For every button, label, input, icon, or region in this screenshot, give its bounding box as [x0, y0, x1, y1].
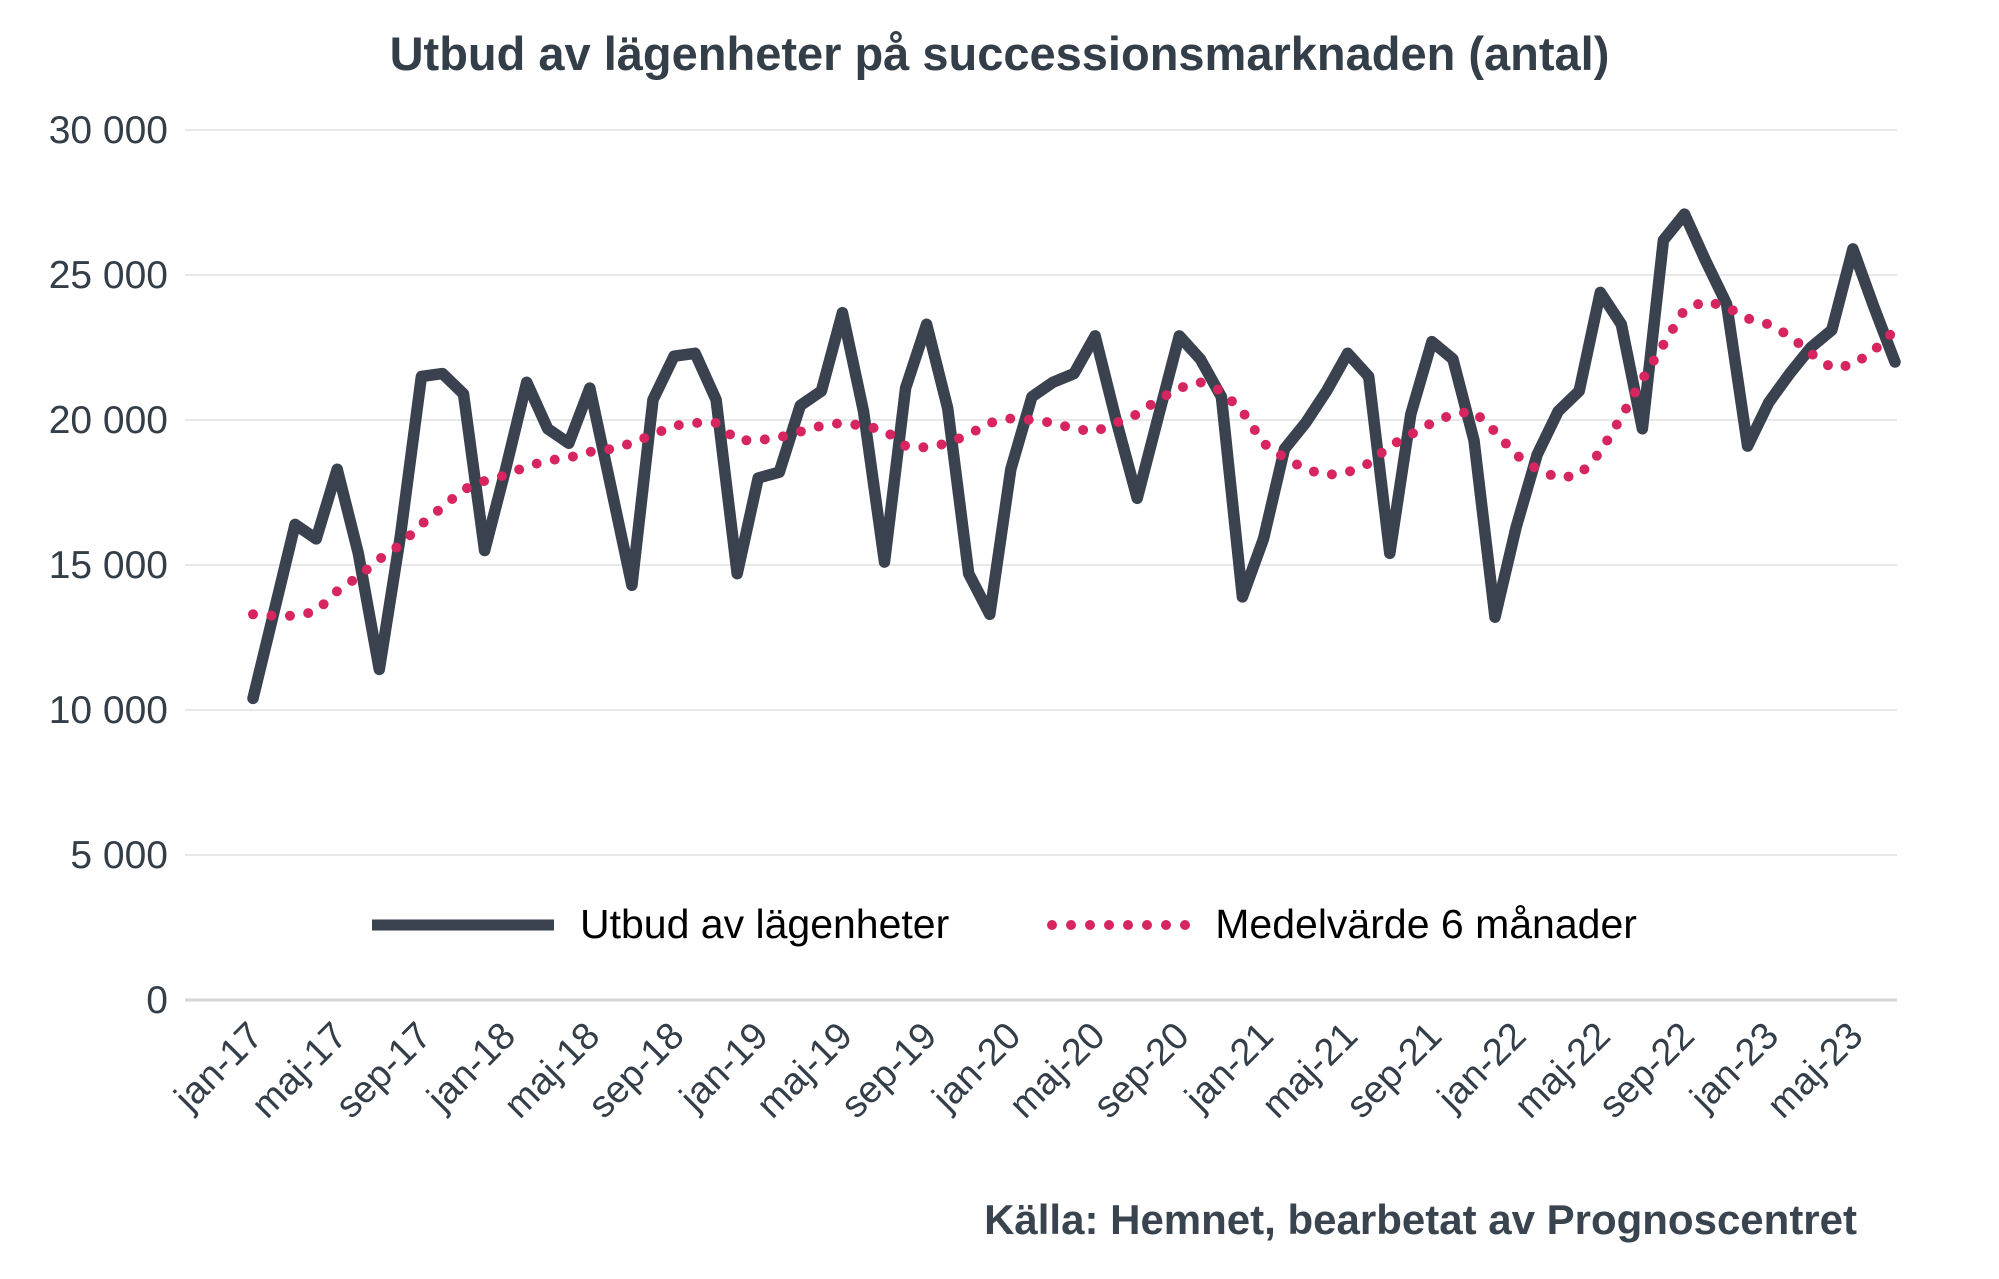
series-line-utbud [247, 208, 1901, 705]
legend-label-medelvarde: Medelvärde 6 månader [1215, 901, 1637, 947]
y-axis-tick-label: 0 [146, 979, 168, 1022]
y-axis-tick-label: 15 000 [49, 544, 168, 587]
x-axis-tick-label: maj-21 [1254, 1015, 1366, 1127]
legend-item-utbud: Utbud av lägenheter [368, 901, 949, 948]
x-axis-tick-label: sep-21 [1338, 1015, 1450, 1127]
x-axis-tick-label: maj-20 [1002, 1015, 1114, 1127]
y-axis-tick-label: 10 000 [49, 689, 168, 732]
x-axis-tick-label: maj-19 [749, 1015, 861, 1127]
legend-label-utbud: Utbud av lägenheter [580, 901, 950, 947]
x-axis-tick-label: maj-18 [496, 1015, 608, 1127]
x-axis-tick-label: sep-20 [1086, 1015, 1198, 1127]
x-axis-tick-label: maj-17 [244, 1015, 356, 1127]
legend: Utbud av lägenheter Medelvärde 6 månader [368, 901, 1637, 948]
y-axis-tick-label: 25 000 [49, 254, 168, 297]
dotted-line-swatch [1047, 919, 1194, 930]
x-axis-tick-label: sep-18 [581, 1015, 693, 1127]
y-axis-tick-label: 20 000 [49, 399, 168, 442]
solid-line-swatch [372, 919, 554, 930]
y-axis-tick-label: 30 000 [49, 109, 168, 152]
x-axis-tick-label: sep-22 [1591, 1015, 1703, 1127]
x-axis-tick-label: maj-22 [1507, 1015, 1619, 1127]
x-axis-tick-label: maj-23 [1759, 1015, 1871, 1127]
x-axis-tick-label: sep-19 [833, 1015, 945, 1127]
legend-item-medelvarde: Medelvärde 6 månader [1045, 901, 1637, 948]
x-axis-tick-label: sep-17 [328, 1015, 440, 1127]
source-caption: Källa: Hemnet, bearbetat av Prognoscentr… [984, 1196, 1857, 1243]
y-axis-tick-label: 5 000 [70, 834, 168, 877]
chart-title: Utbud av lägenheter på successionsmarkna… [389, 27, 1610, 80]
